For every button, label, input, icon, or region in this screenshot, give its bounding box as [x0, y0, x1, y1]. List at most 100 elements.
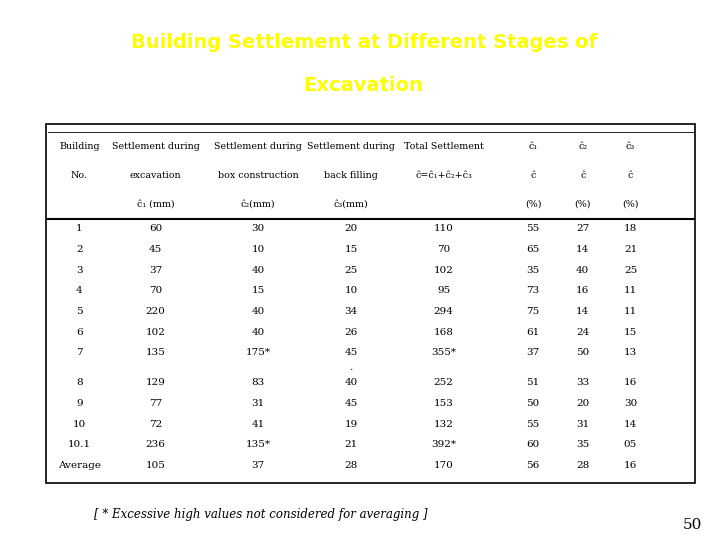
Text: 10: 10 [251, 245, 265, 254]
Text: ĉ₂: ĉ₂ [578, 141, 588, 151]
Text: 70: 70 [149, 286, 162, 295]
Text: 27: 27 [576, 225, 590, 233]
Text: No.: No. [71, 171, 88, 180]
Text: 135: 135 [145, 348, 166, 357]
Text: 252: 252 [433, 379, 454, 387]
Text: 102: 102 [433, 266, 454, 275]
Text: 50: 50 [576, 348, 590, 357]
Text: ĉ₃(mm): ĉ₃(mm) [333, 200, 369, 208]
Text: 236: 236 [145, 440, 166, 449]
Text: 05: 05 [624, 440, 637, 449]
Text: 37: 37 [149, 266, 162, 275]
Text: 105: 105 [145, 461, 166, 470]
Text: [ * Excessive high values not considered for averaging ]: [ * Excessive high values not considered… [94, 508, 427, 521]
Text: Total Settlement: Total Settlement [404, 141, 484, 151]
Text: 175*: 175* [246, 348, 271, 357]
Text: 7: 7 [76, 348, 83, 357]
Text: 20: 20 [576, 399, 590, 408]
Text: 3: 3 [76, 266, 83, 275]
Text: 14: 14 [576, 307, 590, 316]
Text: 40: 40 [576, 266, 590, 275]
Text: 153: 153 [433, 399, 454, 408]
Text: 9: 9 [76, 399, 83, 408]
Text: 28: 28 [576, 461, 590, 470]
Text: back filling: back filling [324, 171, 378, 180]
Text: 170: 170 [433, 461, 454, 470]
Text: 40: 40 [251, 266, 265, 275]
Text: 35: 35 [526, 266, 540, 275]
Text: ĉ: ĉ [580, 171, 585, 180]
Text: Settlement during: Settlement during [307, 141, 395, 151]
Text: 11: 11 [624, 307, 637, 316]
Text: 392*: 392* [431, 440, 456, 449]
Text: 37: 37 [251, 461, 265, 470]
Text: 10: 10 [344, 286, 358, 295]
Text: 8: 8 [76, 379, 83, 387]
Text: 135*: 135* [246, 440, 271, 449]
Text: 355*: 355* [431, 348, 456, 357]
Text: 77: 77 [149, 399, 162, 408]
Text: 220: 220 [145, 307, 166, 316]
Text: 34: 34 [344, 307, 358, 316]
Text: 14: 14 [624, 420, 637, 429]
Text: ĉ=ĉ₁+ĉ₂+ĉ₃: ĉ=ĉ₁+ĉ₂+ĉ₃ [415, 171, 472, 180]
Text: 132: 132 [433, 420, 454, 429]
Text: 73: 73 [526, 286, 540, 295]
Text: 25: 25 [624, 266, 637, 275]
Text: 45: 45 [344, 348, 358, 357]
Text: 294: 294 [433, 307, 454, 316]
Text: 61: 61 [526, 328, 540, 337]
Text: Excavation: Excavation [304, 76, 423, 95]
Text: 10: 10 [73, 420, 86, 429]
Text: 16: 16 [624, 461, 637, 470]
Text: 110: 110 [433, 225, 454, 233]
Text: ĉ: ĉ [628, 171, 633, 180]
Text: 95: 95 [437, 286, 450, 295]
Text: 1: 1 [76, 225, 83, 233]
Text: Building Settlement at Different Stages of: Building Settlement at Different Stages … [130, 33, 597, 52]
Text: .: . [349, 363, 353, 373]
Text: (%): (%) [575, 200, 591, 208]
Text: 24: 24 [576, 328, 590, 337]
Text: 6: 6 [76, 328, 83, 337]
Text: 129: 129 [145, 379, 166, 387]
Text: 75: 75 [526, 307, 540, 316]
Text: 83: 83 [251, 379, 265, 387]
Text: (%): (%) [525, 200, 541, 208]
Text: 56: 56 [526, 461, 540, 470]
Text: 30: 30 [251, 225, 265, 233]
Text: 31: 31 [576, 420, 590, 429]
Text: Building: Building [59, 141, 99, 151]
Text: 4: 4 [76, 286, 83, 295]
Text: 20: 20 [344, 225, 358, 233]
Text: 26: 26 [344, 328, 358, 337]
Text: ĉ₁ (mm): ĉ₁ (mm) [137, 200, 174, 208]
Text: 50: 50 [526, 399, 540, 408]
Text: 55: 55 [526, 225, 540, 233]
Text: 31: 31 [251, 399, 265, 408]
Text: Settlement during: Settlement during [215, 141, 302, 151]
Text: 14: 14 [576, 245, 590, 254]
Text: 2: 2 [76, 245, 83, 254]
Text: 15: 15 [624, 328, 637, 337]
Text: 55: 55 [526, 420, 540, 429]
Text: 33: 33 [576, 379, 590, 387]
Text: 40: 40 [251, 328, 265, 337]
Text: 15: 15 [251, 286, 265, 295]
Text: ĉ₁: ĉ₁ [528, 141, 538, 151]
Text: 45: 45 [149, 245, 162, 254]
Text: 60: 60 [526, 440, 540, 449]
Text: 40: 40 [344, 379, 358, 387]
Text: box construction: box construction [218, 171, 299, 180]
Text: 168: 168 [433, 328, 454, 337]
Text: 21: 21 [624, 245, 637, 254]
Text: 37: 37 [526, 348, 540, 357]
Text: 60: 60 [149, 225, 162, 233]
Text: 50: 50 [683, 518, 702, 531]
Text: 19: 19 [344, 420, 358, 429]
Text: 51: 51 [526, 379, 540, 387]
Text: 25: 25 [344, 266, 358, 275]
Text: Settlement during: Settlement during [112, 141, 199, 151]
Text: 70: 70 [437, 245, 450, 254]
Text: 13: 13 [624, 348, 637, 357]
